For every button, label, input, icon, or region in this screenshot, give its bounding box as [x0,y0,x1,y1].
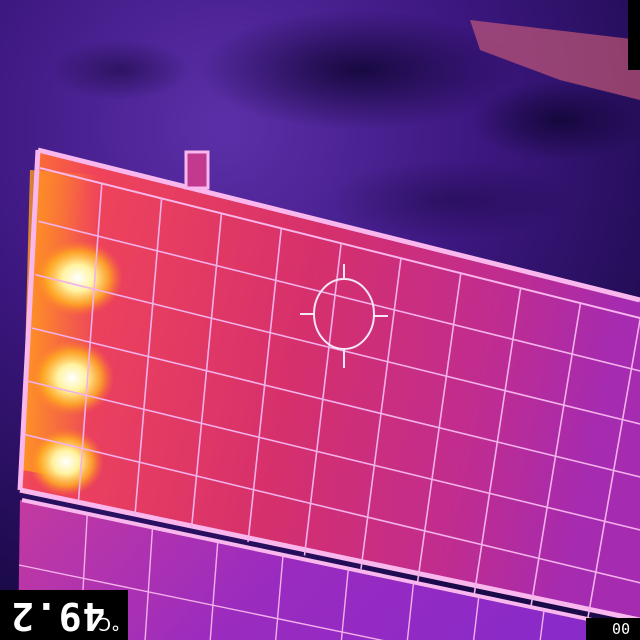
solar-panel-lower [15,498,640,640]
cell-column-line [79,513,88,640]
corner-indicator: 00 [586,618,640,640]
cell-column-line [340,568,350,640]
frame-corner [628,0,640,70]
cell-row-line [31,327,640,478]
corner-text: 00 [611,619,630,637]
temperature-unit: °C [98,613,120,634]
temperature-value: 49.2 [10,594,106,638]
cell-column-line [274,554,284,640]
cell-row-line [28,380,640,531]
cell-column-line [209,540,219,640]
cell-row-line [25,433,640,584]
solar-panel-upper [17,147,640,624]
cell-row-line [35,273,640,425]
spot-meter-reticle-icon [300,264,388,368]
cell-column-line [406,581,415,640]
cell-row-line [38,220,640,372]
temperature-readout: 49.2 °C [0,590,128,640]
cell-column-line [472,595,480,640]
cell-column-line [144,527,154,640]
cell-row-line [18,564,384,640]
